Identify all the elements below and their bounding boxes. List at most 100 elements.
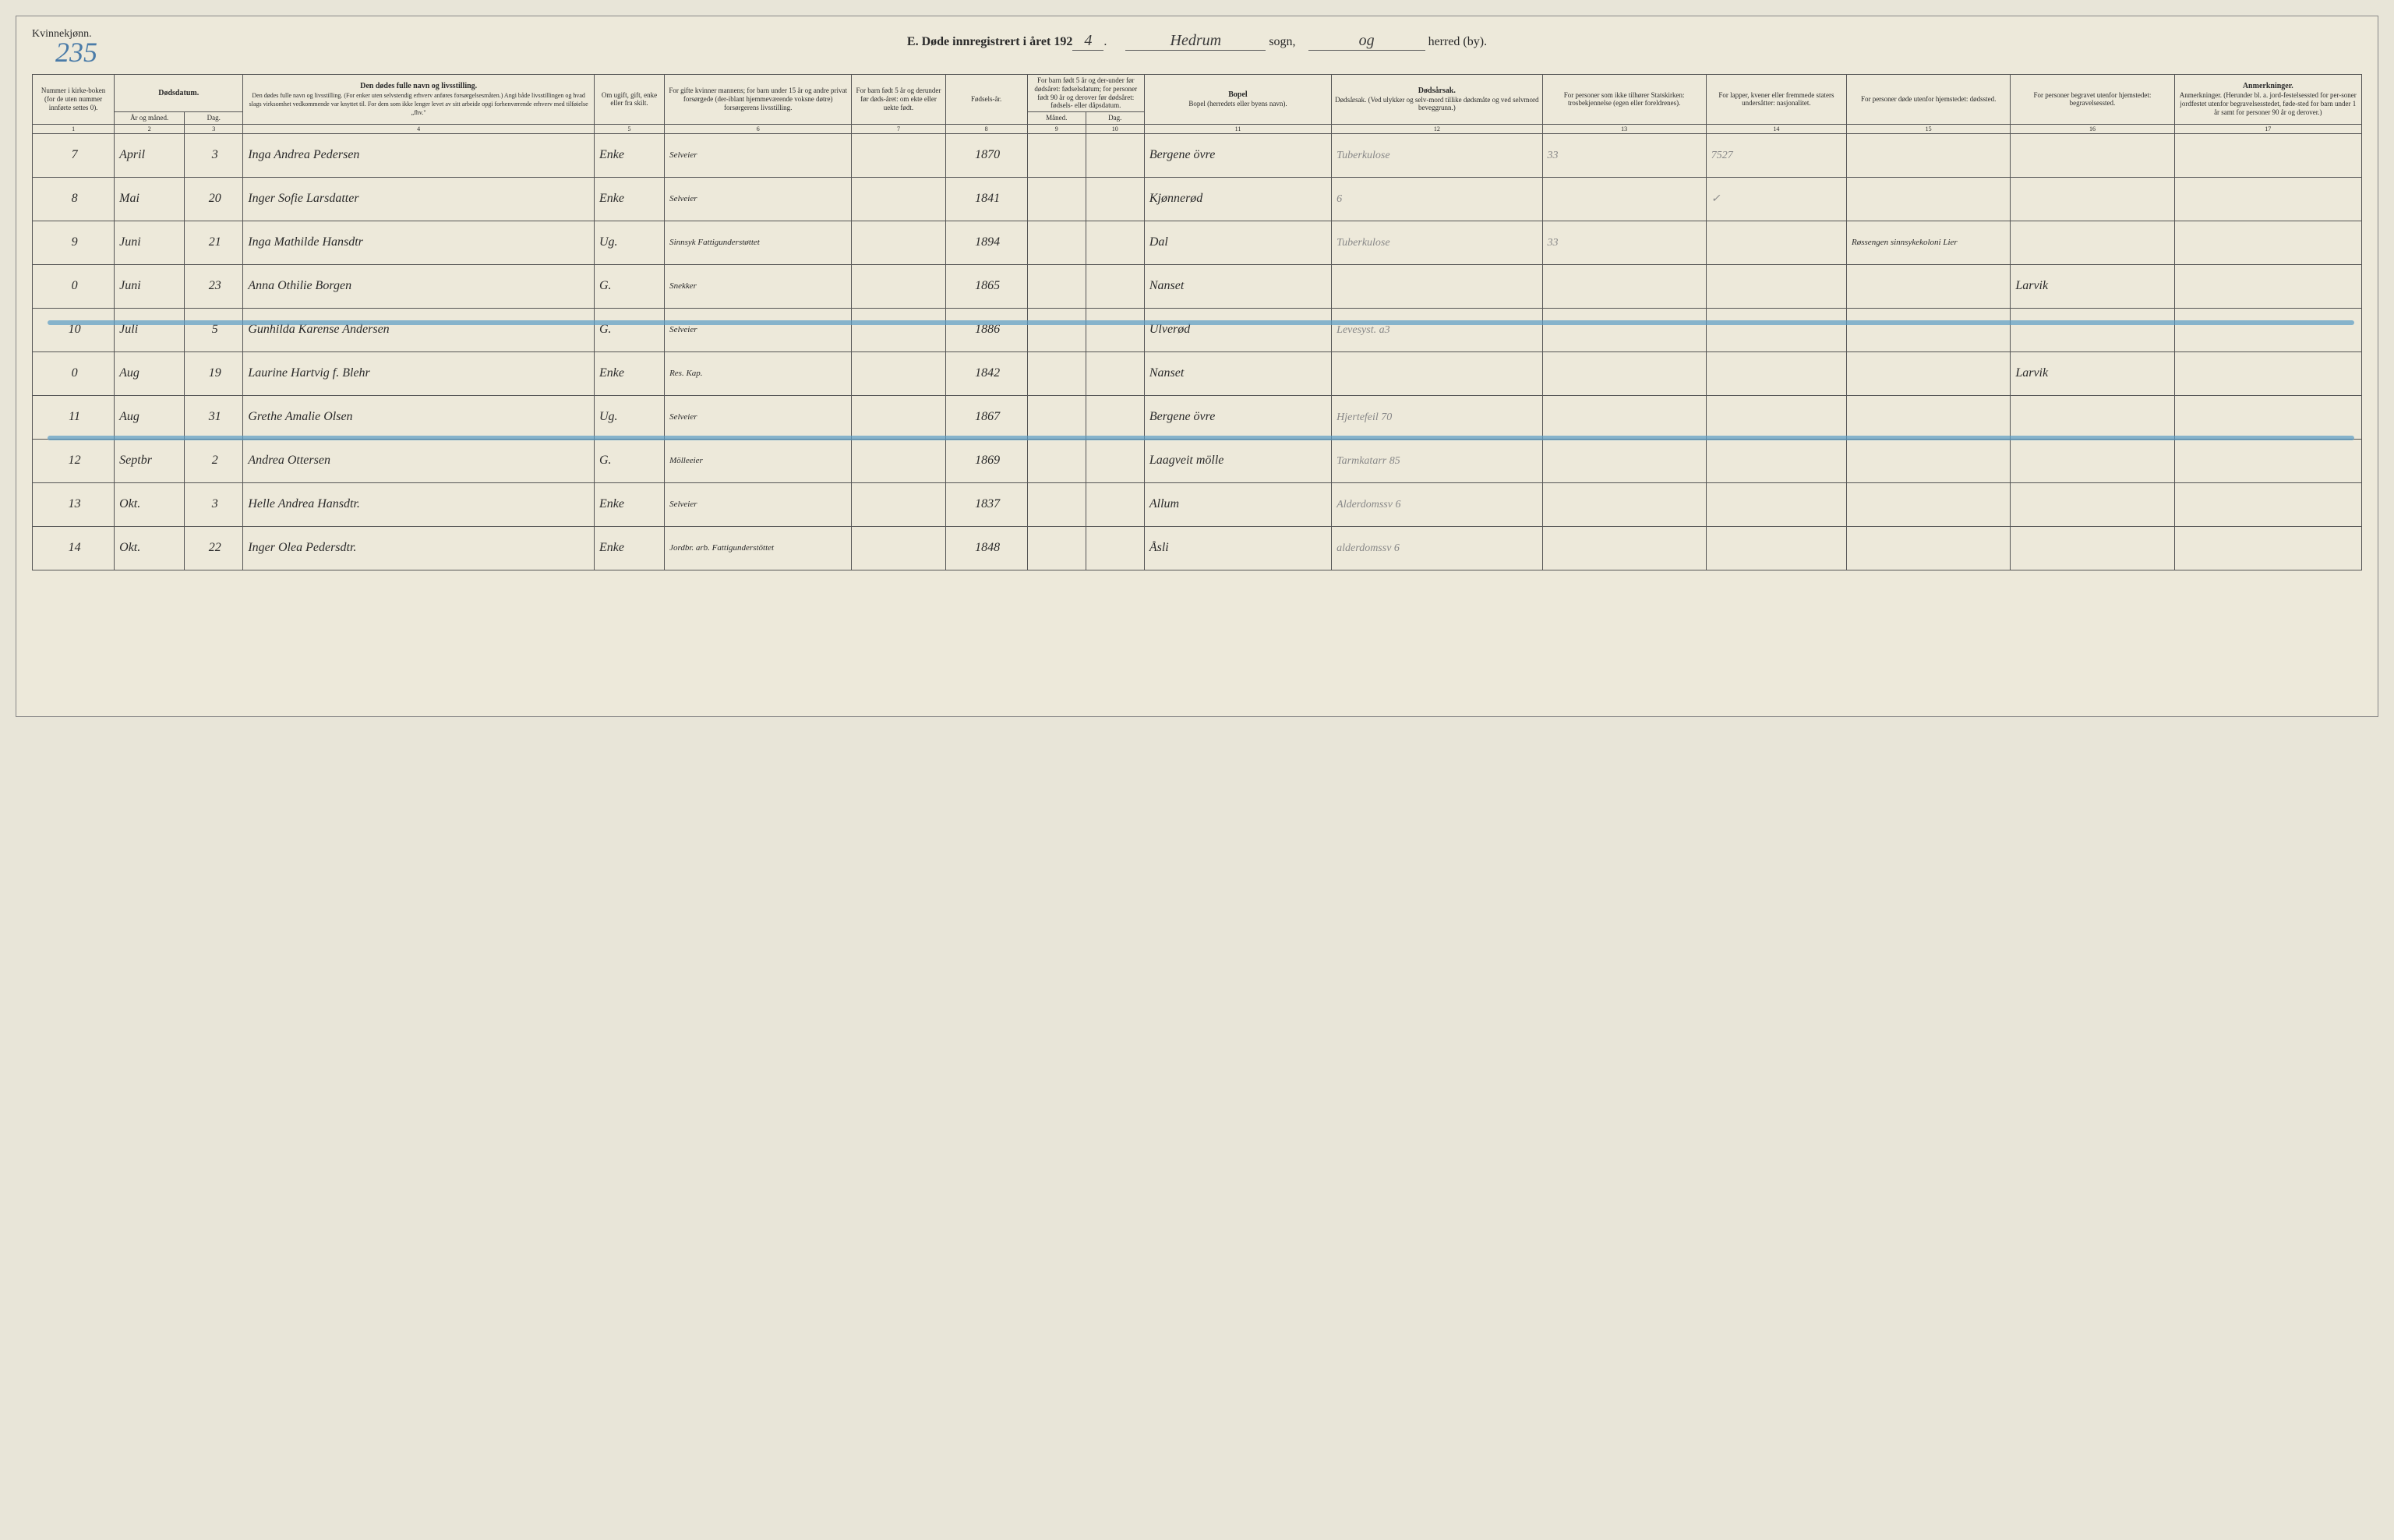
col-h16: For personer begravet utenfor hjemstedet… xyxy=(2011,75,2174,125)
col-h10: Dag. xyxy=(1086,112,1144,125)
cell xyxy=(1706,351,1846,395)
cell xyxy=(1847,133,2011,177)
cell xyxy=(2011,221,2174,264)
cell: 22 xyxy=(185,526,243,570)
cell: Enke xyxy=(594,177,664,221)
cell: 2 xyxy=(185,439,243,482)
cell xyxy=(2174,482,2361,526)
cell: Åsli xyxy=(1144,526,1331,570)
cell: Tarmkatarr 85 xyxy=(1332,439,1542,482)
cell: Andrea Ottersen xyxy=(243,439,595,482)
cell: 20 xyxy=(185,177,243,221)
cell: Ug. xyxy=(594,395,664,439)
cell: Tuberkulose xyxy=(1332,133,1542,177)
cell: Inger Sofie Larsdatter xyxy=(243,177,595,221)
cell xyxy=(2011,177,2174,221)
cell: Inga Mathilde Hansdtr xyxy=(243,221,595,264)
cell: 8 xyxy=(33,177,115,221)
cell: ✓ xyxy=(1706,177,1846,221)
col-h6: For gifte kvinner mannens; for barn unde… xyxy=(665,75,852,125)
cell: Snekker xyxy=(665,264,852,308)
cell: 1865 xyxy=(945,264,1027,308)
cell: 3 xyxy=(185,133,243,177)
cell: Aug xyxy=(115,351,185,395)
cell xyxy=(852,395,945,439)
cell: 1870 xyxy=(945,133,1027,177)
cell: Jordbr. arb. Fattigunderstöttet xyxy=(665,526,852,570)
cell: Okt. xyxy=(115,482,185,526)
cell: Enke xyxy=(594,482,664,526)
cell xyxy=(1332,264,1542,308)
cell: Gunhilda Karense Andersen xyxy=(243,308,595,351)
cell xyxy=(2174,308,2361,351)
cell: 6 xyxy=(1332,177,1542,221)
cell: Helle Andrea Hansdtr. xyxy=(243,482,595,526)
table-row: 11Aug31Grethe Amalie OlsenUg.Selveier186… xyxy=(33,395,2362,439)
cell xyxy=(1086,221,1144,264)
col-h11: BopelBopel (herredets eller byens navn). xyxy=(1144,75,1331,125)
cell: 1848 xyxy=(945,526,1027,570)
cell: Enke xyxy=(594,526,664,570)
cell xyxy=(852,482,945,526)
cell: Laagveit mölle xyxy=(1144,439,1331,482)
cell xyxy=(852,221,945,264)
col-h7: For barn født 5 år og derunder før døds-… xyxy=(852,75,945,125)
cell: April xyxy=(115,133,185,177)
cell xyxy=(2011,133,2174,177)
cell: 1837 xyxy=(945,482,1027,526)
cell xyxy=(1027,221,1086,264)
cell xyxy=(1847,308,2011,351)
table-row: 8Mai20Inger Sofie LarsdatterEnkeSelveier… xyxy=(33,177,2362,221)
cell xyxy=(852,351,945,395)
cell xyxy=(1542,395,1706,439)
cell xyxy=(1706,395,1846,439)
cell: Larvik xyxy=(2011,264,2174,308)
cell xyxy=(2174,351,2361,395)
cell: Levesyst. a3 xyxy=(1332,308,1542,351)
cell: 3 xyxy=(185,482,243,526)
cell xyxy=(1086,439,1144,482)
herred-label: herred (by). xyxy=(1428,35,1488,48)
cell xyxy=(1847,177,2011,221)
cell xyxy=(2174,264,2361,308)
cell xyxy=(2011,482,2174,526)
cell xyxy=(1027,439,1086,482)
cell: 0 xyxy=(33,264,115,308)
cell xyxy=(2174,395,2361,439)
cell xyxy=(1086,395,1144,439)
table-row: 14Okt.22Inger Olea Pedersdtr.EnkeJordbr.… xyxy=(33,526,2362,570)
cell: 33 xyxy=(1542,133,1706,177)
sogn-name: Hedrum xyxy=(1125,32,1266,51)
cell: G. xyxy=(594,264,664,308)
cell: 1886 xyxy=(945,308,1027,351)
col-h1: Nummer i kirke-boken (for de uten nummer… xyxy=(33,75,115,125)
cell: Septbr xyxy=(115,439,185,482)
cell xyxy=(1027,482,1086,526)
cell: Inger Olea Pedersdtr. xyxy=(243,526,595,570)
table-head: Nummer i kirke-boken (for de uten nummer… xyxy=(33,75,2362,134)
table-row: 12Septbr2Andrea OttersenG.Mölleeier1869L… xyxy=(33,439,2362,482)
cell: 5 xyxy=(185,308,243,351)
cell xyxy=(2174,439,2361,482)
cell xyxy=(1847,351,2011,395)
cell xyxy=(852,264,945,308)
cell: Anna Othilie Borgen xyxy=(243,264,595,308)
cell: 1867 xyxy=(945,395,1027,439)
cell xyxy=(1706,439,1846,482)
cell xyxy=(1086,308,1144,351)
cell xyxy=(1027,351,1086,395)
col-h17: Anmerkninger.Anmerkninger. (Herunder bl.… xyxy=(2174,75,2361,125)
cell: Nanset xyxy=(1144,351,1331,395)
cell: G. xyxy=(594,308,664,351)
cell xyxy=(1542,177,1706,221)
col-h2-3: Dødsdatum. xyxy=(115,75,243,112)
cell xyxy=(1086,133,1144,177)
col-h13: For personer som ikke tilhører Statskirk… xyxy=(1542,75,1706,125)
cell: 12 xyxy=(33,439,115,482)
cell xyxy=(2011,439,2174,482)
cell: Juni xyxy=(115,264,185,308)
title-prefix: E. Døde innregistrert i året 192 xyxy=(907,35,1072,48)
page-number: 235 xyxy=(55,36,97,69)
cell: Røssengen sinnsykekoloni Lier xyxy=(1847,221,2011,264)
cell: 0 xyxy=(33,351,115,395)
